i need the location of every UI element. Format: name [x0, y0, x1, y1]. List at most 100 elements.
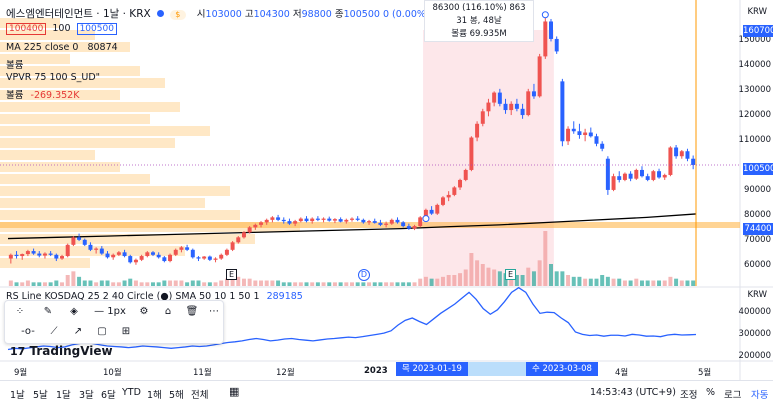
candle-body — [304, 218, 309, 222]
symbol-title[interactable]: 에스엠엔터테인먼트 · 1날 · KRX — [6, 8, 151, 20]
rect-icon[interactable]: ▢ — [97, 326, 107, 337]
buy-price-button[interactable]: 100500 — [76, 23, 117, 35]
earnings-marker-2[interactable]: E — [505, 269, 516, 280]
trash-icon[interactable]: 🗑 — [185, 306, 199, 317]
candle-body — [14, 254, 19, 257]
candle-body — [179, 247, 184, 250]
volume-bar — [543, 231, 548, 286]
volume-legend-1[interactable]: 볼륨 — [6, 57, 23, 71]
spread-value: 100 — [52, 23, 71, 34]
ma-legend[interactable]: MA 225 close 0 80874 — [6, 42, 118, 53]
line-width-icon[interactable]: — 1px — [94, 306, 126, 317]
volume-bar — [8, 280, 13, 286]
ma-225-line — [7, 213, 697, 240]
clock[interactable]: 14:53:43 (UTC+9) — [590, 387, 676, 398]
ray-icon[interactable]: ↗ — [73, 326, 83, 337]
volume-bar — [537, 260, 542, 286]
volume-bar — [327, 282, 332, 286]
log-toggle[interactable]: 로그 — [724, 390, 742, 401]
volume-bar — [520, 275, 525, 286]
line-tool-icon[interactable]: -o- — [21, 326, 35, 337]
candle-body — [287, 221, 292, 224]
volume-bar — [685, 280, 690, 286]
time-label-may: 5월 — [698, 368, 712, 378]
rs-value: 289185 — [266, 291, 303, 302]
adjust-toggle[interactable]: 조정 — [680, 390, 698, 401]
pencil-icon[interactable]: ✎ — [43, 306, 53, 317]
settings-icon[interactable]: ⚙ — [139, 306, 149, 317]
candle-body — [60, 256, 65, 259]
candle-body — [520, 108, 525, 116]
dividend-marker[interactable]: D — [358, 269, 370, 281]
candle-body — [139, 256, 144, 260]
volume-bar — [230, 276, 235, 286]
more-icon[interactable]: ⋯ — [209, 306, 219, 317]
candle-body — [605, 158, 610, 190]
lock-icon[interactable]: ⌂ — [164, 306, 172, 317]
timeframe-5d[interactable]: 5날 — [33, 390, 48, 401]
candle-body — [469, 137, 474, 170]
fill-icon[interactable]: ◈ — [70, 306, 78, 317]
timeframe-all[interactable]: 전체 — [191, 390, 209, 401]
candle-body — [168, 254, 173, 262]
volume-bar — [54, 280, 59, 286]
timeframe-1d[interactable]: 1날 — [10, 390, 25, 401]
timeframe-1m[interactable]: 1달 — [56, 390, 71, 401]
tradingview-logo[interactable]: 17 TradingView — [10, 344, 113, 358]
candle-body — [458, 179, 463, 188]
candle-body — [202, 256, 207, 259]
candle-body — [600, 143, 605, 149]
candle-body — [224, 249, 229, 255]
volume-bar — [156, 282, 161, 286]
candle-body — [429, 209, 434, 214]
timeframe-3m[interactable]: 3달 — [79, 390, 94, 401]
volume-bar — [77, 276, 82, 286]
volume-bar — [531, 271, 536, 286]
drawing-toolbar[interactable]: ⁘ ✎ ◈ — 1px ⚙ ⌂ 🗑 ⋯ -o- ⟋ ↗ ▢ ⊞ — [4, 300, 224, 344]
date-range-icon[interactable]: ▦ — [229, 385, 240, 398]
chart-canvas[interactable] — [0, 0, 773, 380]
measure-change: 86300 (116.10%) 863 — [432, 3, 526, 13]
volume-bar — [264, 280, 269, 286]
volume-bar — [48, 282, 53, 286]
flag-icon[interactable]: $ — [169, 10, 186, 20]
volume-bar — [173, 280, 178, 286]
volume-bar — [270, 280, 275, 286]
price-tick: 130000 — [738, 85, 771, 96]
price-tick: 110000 — [738, 135, 771, 146]
volume-bar — [361, 282, 366, 286]
candle-body — [486, 102, 491, 112]
volume-bar — [111, 282, 116, 286]
auto-toggle[interactable]: 자동 — [751, 390, 769, 401]
sell-price-button[interactable]: 100400 — [6, 23, 47, 35]
low-label: 저 — [292, 9, 302, 20]
volume-bar — [355, 282, 360, 286]
candle-body — [679, 151, 684, 157]
circle-path-icon[interactable]: ⁘ — [15, 306, 25, 317]
timeframe-6m[interactable]: 6달 — [101, 390, 116, 401]
volume-bar — [628, 280, 633, 286]
percent-toggle[interactable]: % — [706, 387, 716, 398]
rs-legend[interactable]: RS Line KOSDAQ 25 2 40 Circle (●) SMA 50… — [6, 291, 303, 302]
volume-bar — [458, 273, 463, 286]
timeframe-1y[interactable]: 1해 — [147, 390, 162, 401]
vpvr-legend[interactable]: VPVR 75 100 S_UD" — [6, 72, 100, 83]
vpvr-bar — [0, 42, 130, 52]
candle-body — [406, 226, 411, 229]
vpvr-bar — [0, 198, 205, 208]
trendline-icon[interactable]: ⟋ — [50, 326, 58, 337]
volume-bar — [566, 275, 571, 286]
candle-body — [588, 132, 593, 137]
tv-logo-icon: 17 — [10, 345, 26, 358]
timeframe-5y[interactable]: 5해 — [169, 390, 184, 401]
volume-bar — [116, 282, 121, 286]
earnings-marker-1[interactable]: E — [226, 269, 237, 280]
candle-body — [298, 218, 303, 222]
volume-bar — [560, 271, 565, 286]
crosshair-box-icon[interactable]: ⊞ — [121, 326, 131, 337]
volume-legend-2[interactable]: 볼륨 -269.352K — [6, 87, 79, 101]
candle-body — [372, 221, 377, 223]
open-value: 103000 — [205, 9, 242, 20]
timeframe-ytd[interactable]: YTD — [122, 387, 141, 398]
volume-bar — [42, 282, 47, 286]
